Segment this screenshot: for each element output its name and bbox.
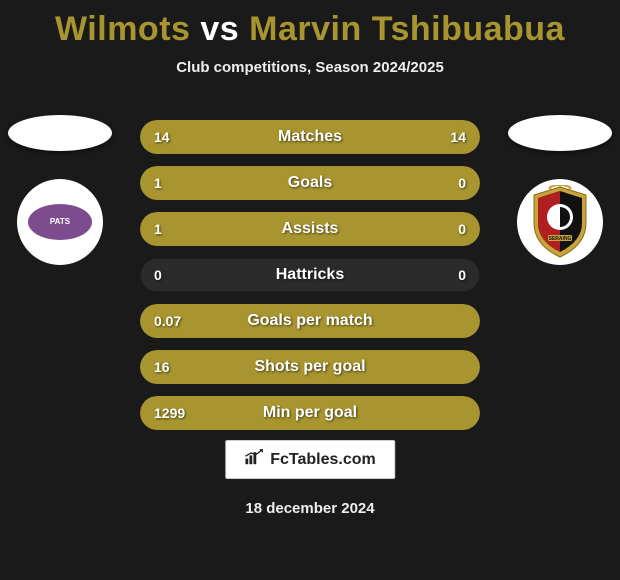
stat-row: Goals per match0.07 (140, 304, 480, 338)
source-badge: FcTables.com (225, 440, 395, 479)
chart-icon (244, 449, 264, 470)
bar-fill-left (140, 350, 480, 384)
bar-fill-right (405, 166, 480, 200)
player2-photo-placeholder (508, 115, 612, 151)
bar-fill-left (140, 396, 480, 430)
bar-fill-left (140, 304, 480, 338)
bar-fill-right (310, 120, 480, 154)
stat-row: Hattricks0 0 (140, 258, 480, 292)
left-player-column: PATS (5, 115, 115, 265)
player1-photo-placeholder (8, 115, 112, 151)
source-text: FcTables.com (270, 451, 376, 469)
stat-value-right: 0 (444, 258, 480, 292)
bar-fill-left (140, 212, 405, 246)
svg-text:SERAING: SERAING (549, 236, 572, 242)
stat-row: Matches1414 (140, 120, 480, 154)
vs-text: vs (200, 10, 239, 48)
stat-row: Goals10 (140, 166, 480, 200)
player1-club-text: PATS (28, 204, 92, 240)
stats-bars: Matches1414 Goals10 Assists10 Hattricks0 0 Go… (140, 120, 480, 442)
bar-fill-right (405, 212, 480, 246)
shield-icon: SERAING (528, 185, 592, 259)
stat-label: Hattricks (140, 258, 480, 292)
stat-row: Shots per goal16 (140, 350, 480, 384)
bar-fill-left (140, 166, 405, 200)
comparison-title: Wilmots vs Marvin Tshibuabua (0, 0, 620, 49)
player1-club-logo: PATS (17, 179, 103, 265)
player1-name: Wilmots (55, 10, 190, 48)
player2-club-logo: SERAING (517, 179, 603, 265)
date-text: 18 december 2024 (0, 500, 620, 517)
stat-row: Min per goal1299 (140, 396, 480, 430)
stat-value-left: 0 (140, 258, 176, 292)
bar-fill-left (140, 120, 310, 154)
player2-name: Marvin Tshibuabua (249, 10, 565, 48)
right-player-column: SERAING (505, 115, 615, 265)
stat-row: Assists10 (140, 212, 480, 246)
subtitle: Club competitions, Season 2024/2025 (0, 59, 620, 76)
